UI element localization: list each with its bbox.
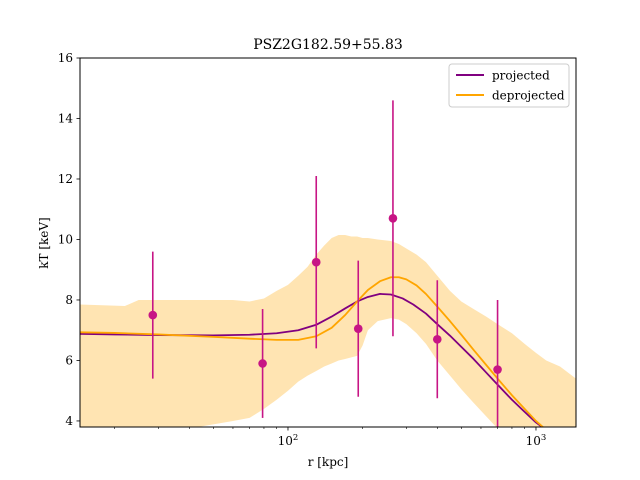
y-tick-label-4: 4 [65,414,73,428]
y-tick-label-16: 16 [58,51,73,65]
y-tick-label-14: 14 [58,111,74,125]
x-tick-label-1000: 103 [526,433,547,448]
x-tick-label-100: 102 [278,433,299,448]
legend-label-deprojected: deprojected [492,89,565,103]
x-axis-label: r [kpc] [308,455,349,469]
y-tick-label-6: 6 [65,353,73,367]
y-tick-label-12: 12 [58,172,73,186]
series-line-projected [80,293,544,427]
y-tick-label-10: 10 [58,232,73,246]
plot-frame [79,57,577,428]
data-point-3 [353,324,363,334]
series-line-deprojected [80,276,545,427]
data-point-4 [388,214,398,223]
chart-title: PSZ2G182.59+55.83 [253,37,403,53]
data-point-1 [258,359,267,368]
y-tick-label-8: 8 [65,293,73,307]
data-point-6 [493,365,502,374]
data-point-2 [311,257,321,267]
data-point-5 [432,334,442,344]
y-axis-label: kT [keV] [37,217,51,269]
legend-label-projected: projected [492,69,550,83]
confidence-band [80,234,576,427]
data-point-0 [148,310,158,320]
legend: projected deprojected [448,63,570,108]
